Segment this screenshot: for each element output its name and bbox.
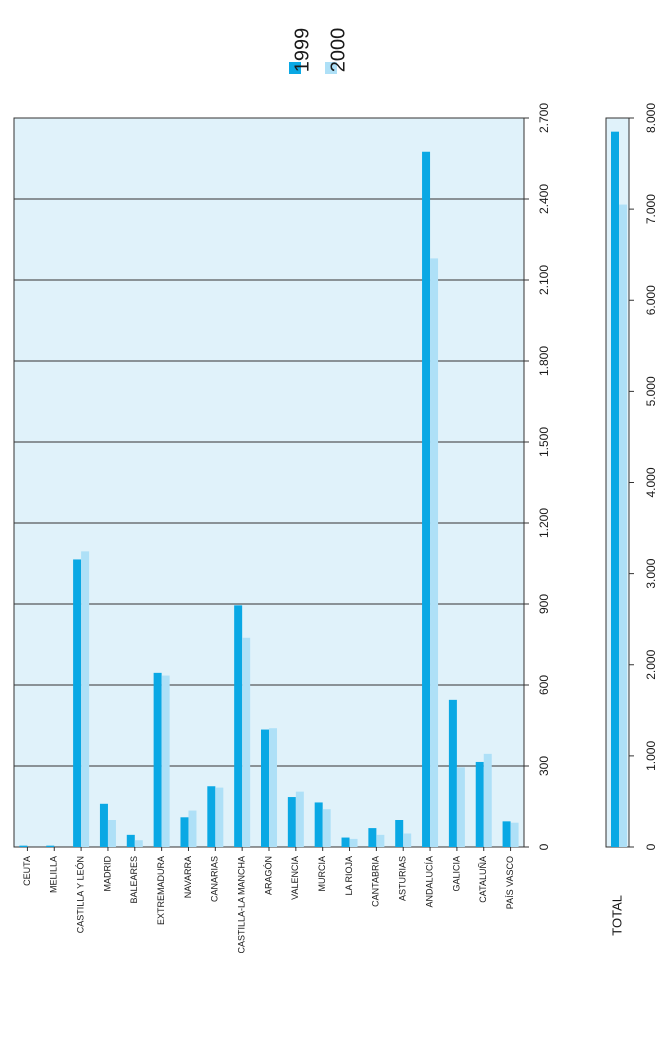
tick-label: 1.500 — [537, 427, 551, 457]
category-label: LA RIOJA — [344, 856, 354, 896]
category-label: CEUTA — [22, 856, 32, 886]
total-label: TOTAL — [609, 895, 624, 936]
bar-2000-5 — [134, 840, 143, 847]
bar-2000-12 — [322, 809, 331, 847]
bar-2000-13 — [349, 838, 358, 847]
total-tick-label: 3.000 — [644, 558, 658, 588]
bar-1999-4 — [99, 803, 108, 847]
bar-1999-2 — [46, 845, 55, 847]
total-tick-label: 5.000 — [644, 376, 658, 406]
bar-1999-13 — [341, 837, 350, 847]
legend-swatch-2000 — [325, 62, 337, 74]
bar-1999-10 — [261, 729, 269, 847]
category-label: EXTREMADURA — [156, 856, 166, 925]
total-bar-chart: 0 1.000 2.000 3.000 4.000 5.000 6.000 7.000 8.00… — [605, 103, 658, 936]
category-axis-labels: CEUTA MELILLA CASTILLA Y LEÓN MADRID BALEARE… — [22, 847, 515, 954]
gridlines — [14, 117, 524, 848]
category-label: MADRID — [102, 856, 112, 892]
value-axis-ticks: 0 300 600 900 1.200 1.500 1.800 2.100 2.400 2.700 — [524, 103, 551, 850]
category-label: ANDALUCÍA — [424, 856, 434, 908]
tick-label: 900 — [537, 594, 551, 614]
chart-legend: 1999 2000 — [289, 28, 349, 74]
bar-1999-9 — [234, 605, 243, 847]
bar-2000-4 — [107, 820, 116, 847]
bar-2000-17 — [456, 767, 465, 847]
category-label: MELILLA — [49, 856, 59, 893]
category-label: VALENCIA — [290, 856, 300, 900]
bar-1999-5 — [126, 834, 135, 847]
category-label: NAVARRA — [183, 856, 193, 898]
bar-2000-6 — [161, 675, 170, 847]
bar-2000-7 — [188, 810, 197, 847]
category-label: GALICIA — [451, 856, 461, 892]
tick-label: 300 — [537, 756, 551, 776]
bar-1999-16 — [422, 151, 431, 847]
bar-2000-11 — [295, 791, 304, 847]
category-label: BALEARES — [129, 856, 139, 904]
bar-1999-12 — [314, 802, 323, 847]
category-label: ASTURIAS — [398, 856, 408, 901]
total-tick-label: 4.000 — [644, 467, 658, 497]
total-tick-label: 6.000 — [644, 285, 658, 315]
bar-2000-15 — [403, 833, 412, 847]
tick-label: 1.800 — [537, 346, 551, 376]
tick-label: 0 — [537, 843, 551, 850]
bar-1999-18 — [475, 761, 484, 847]
total-tick-label: 2.000 — [644, 649, 658, 679]
bar-1999-8 — [207, 786, 216, 847]
bar-1999-11 — [287, 797, 296, 847]
bar-1999-1 — [19, 845, 28, 847]
bar-2000-14 — [376, 834, 385, 847]
legend-label-1999: 1999 — [291, 28, 313, 73]
category-label: CASTILLA-LA MANCHA — [237, 856, 247, 954]
category-label: CATALUÑA — [478, 856, 488, 903]
tick-label: 2.700 — [537, 103, 551, 133]
plot-area — [13, 117, 525, 848]
category-label: CASTILLA Y LEÓN — [75, 856, 85, 933]
category-label: CANTABRIA — [371, 856, 381, 907]
total-tick-label: 8.000 — [644, 103, 658, 133]
bar-1999-3 — [73, 559, 82, 847]
bar-2000-18 — [483, 753, 492, 847]
bars — [19, 151, 519, 847]
tick-label: 600 — [537, 675, 551, 695]
bar-1999-17 — [448, 699, 457, 847]
bar-1999-19 — [502, 821, 511, 847]
bar-1999-15 — [395, 820, 404, 847]
bar-2000-9 — [242, 637, 251, 847]
category-label: ARAGÓN — [263, 856, 273, 895]
bar-2000-16 — [430, 258, 439, 847]
bar-2000-19 — [510, 822, 519, 847]
category-label: CANARIAS — [210, 856, 220, 902]
bar-1999-14 — [368, 828, 377, 847]
legend-label-2000: 2000 — [327, 28, 349, 73]
tick-label: 1.200 — [537, 508, 551, 538]
total-bars — [611, 131, 627, 848]
total-tick-label: 0 — [644, 843, 658, 850]
bar-2000-3 — [81, 551, 90, 847]
regional-bar-chart: 0 300 600 900 1.200 1.500 1.800 2.100 2.400 2.700… — [13, 103, 551, 954]
bar-2000-8 — [215, 787, 224, 847]
total-bar-2000 — [619, 204, 627, 848]
bar-1999-7 — [180, 817, 189, 847]
category-label: PAÍS VASCO — [505, 856, 515, 909]
bar-2000-10 — [269, 728, 277, 847]
category-label: MURCIA — [317, 856, 327, 892]
total-value-axis-ticks: 0 1.000 2.000 3.000 4.000 5.000 6.000 7.000 8.00… — [629, 103, 658, 850]
tick-label: 2.100 — [537, 265, 551, 295]
total-tick-label: 7.000 — [644, 194, 658, 224]
tick-label: 2.400 — [537, 184, 551, 214]
total-tick-label: 1.000 — [644, 741, 658, 771]
total-category-label: TOTAL — [609, 895, 624, 936]
bar-1999-6 — [153, 672, 162, 847]
total-bar-1999 — [611, 131, 619, 847]
legend-swatch-1999 — [289, 62, 301, 74]
